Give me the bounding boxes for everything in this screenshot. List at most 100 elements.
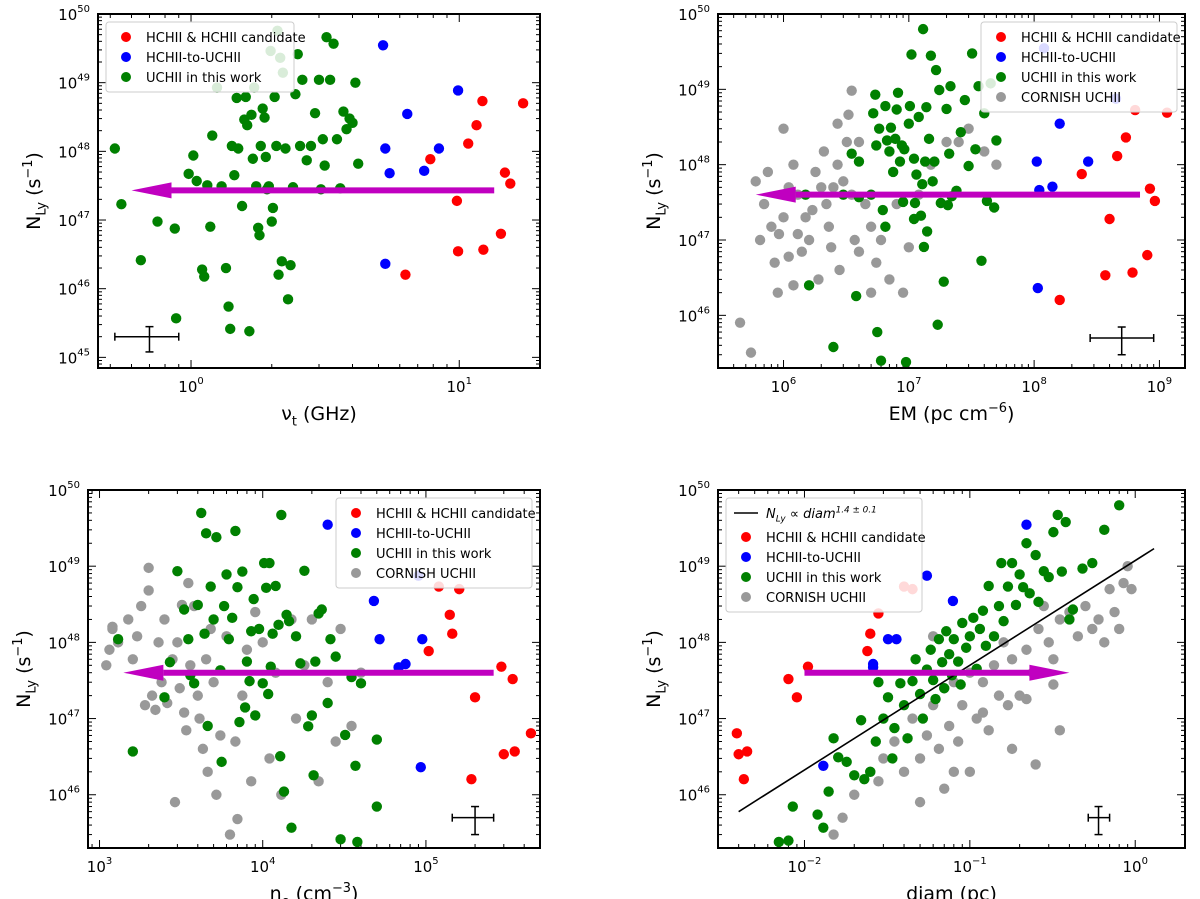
data-point <box>887 753 898 764</box>
data-point <box>242 120 253 131</box>
data-point <box>868 108 879 119</box>
y-tick-exponent: 48 <box>67 632 80 643</box>
y-tick-label: 1046 <box>58 279 90 299</box>
data-point <box>911 169 922 180</box>
data-point <box>933 634 945 645</box>
x-axis-label-main: ν <box>281 403 292 425</box>
data-point <box>471 120 482 131</box>
data-point <box>1072 631 1084 642</box>
data-point <box>275 751 286 762</box>
data-point <box>870 736 882 747</box>
data-point <box>290 713 302 724</box>
y-axis-label: NLy​ (s−1​) <box>11 630 39 708</box>
data-point <box>202 720 213 732</box>
legend-marker <box>996 72 1006 82</box>
data-point <box>101 660 112 671</box>
x-tick-mantissa: 10 <box>413 858 432 876</box>
data-point <box>939 783 950 794</box>
plot-frame <box>717 13 1186 369</box>
data-point <box>270 580 281 592</box>
data-point <box>496 661 507 672</box>
data-point <box>993 600 1005 612</box>
y-tick-label: 1048 <box>678 155 710 175</box>
data-point <box>812 809 823 820</box>
data-point <box>834 264 845 276</box>
data-point <box>266 216 277 227</box>
data-point <box>271 140 282 152</box>
data-point <box>942 199 954 211</box>
x-tick-exponent: 1 <box>466 376 472 387</box>
data-point <box>181 725 192 736</box>
data-point <box>907 675 918 687</box>
data-point <box>977 707 989 718</box>
x-axis-label-sub: e <box>282 894 290 899</box>
data-point <box>232 813 243 825</box>
legend-label: HCHII & HCHII candidate <box>1021 31 1181 46</box>
data-point <box>880 221 891 232</box>
data-point <box>250 710 261 721</box>
data-point <box>865 766 876 778</box>
data-point <box>977 677 989 688</box>
data-point <box>894 156 906 167</box>
x-axis-label-rest: (cm <box>290 883 332 899</box>
data-point <box>192 690 203 701</box>
data-point <box>255 140 266 152</box>
y-tick-exponent: 49 <box>67 556 80 567</box>
data-point <box>1093 614 1104 625</box>
data-point <box>231 92 242 104</box>
data-point <box>849 770 860 781</box>
data-point <box>964 631 976 642</box>
y-tick-mantissa: 10 <box>678 634 697 652</box>
data-point <box>796 246 808 257</box>
data-point <box>1047 181 1058 192</box>
legend-fit-label-sup: 1.4 ± 0.1 <box>836 506 877 516</box>
x-tick-mantissa: 10 <box>87 858 106 876</box>
data-point <box>872 326 883 338</box>
x-tick-label: 105 <box>413 856 438 876</box>
data-point <box>400 269 411 280</box>
data-point <box>319 160 330 171</box>
legend-marker <box>121 32 131 42</box>
data-point <box>908 153 920 164</box>
plot-frame <box>87 489 541 849</box>
data-point <box>865 221 877 232</box>
data-point <box>943 648 955 660</box>
data-point <box>324 74 336 86</box>
data-point <box>1021 693 1032 705</box>
y-tick-mantissa: 10 <box>48 634 67 652</box>
data-point <box>306 710 318 721</box>
data-point <box>339 729 351 741</box>
data-point <box>185 660 196 671</box>
data-point <box>499 167 511 178</box>
data-point <box>241 656 253 667</box>
data-point <box>875 234 887 246</box>
data-point <box>996 557 1007 569</box>
data-point <box>371 801 382 812</box>
legend-fit-label-mid: ∝ diam <box>786 507 836 522</box>
y-tick-exponent: 50 <box>697 4 710 15</box>
data-point <box>884 146 895 157</box>
data-point <box>211 789 222 800</box>
data-point <box>813 274 824 285</box>
data-point <box>230 525 241 537</box>
legend-frame <box>335 497 533 589</box>
data-point <box>925 50 937 61</box>
legend: HCHII & HCHII candidate HCHII-to-UCHII UCH… <box>980 21 1181 113</box>
data-point <box>170 313 182 324</box>
data-point <box>452 246 464 257</box>
y-tick-exponent: 47 <box>697 230 710 241</box>
data-point <box>169 796 181 808</box>
data-point <box>355 678 367 689</box>
data-point <box>246 776 257 787</box>
y-axis-label-sup: −1 <box>21 160 36 179</box>
data-point <box>423 645 434 657</box>
x-tick-mantissa: 10 <box>771 378 790 396</box>
data-point <box>788 280 799 291</box>
data-point <box>239 702 251 713</box>
y-tick-label: 1049 <box>678 79 710 99</box>
data-point <box>1087 623 1098 635</box>
y-tick-mantissa: 10 <box>58 349 77 367</box>
data-point <box>254 230 265 241</box>
